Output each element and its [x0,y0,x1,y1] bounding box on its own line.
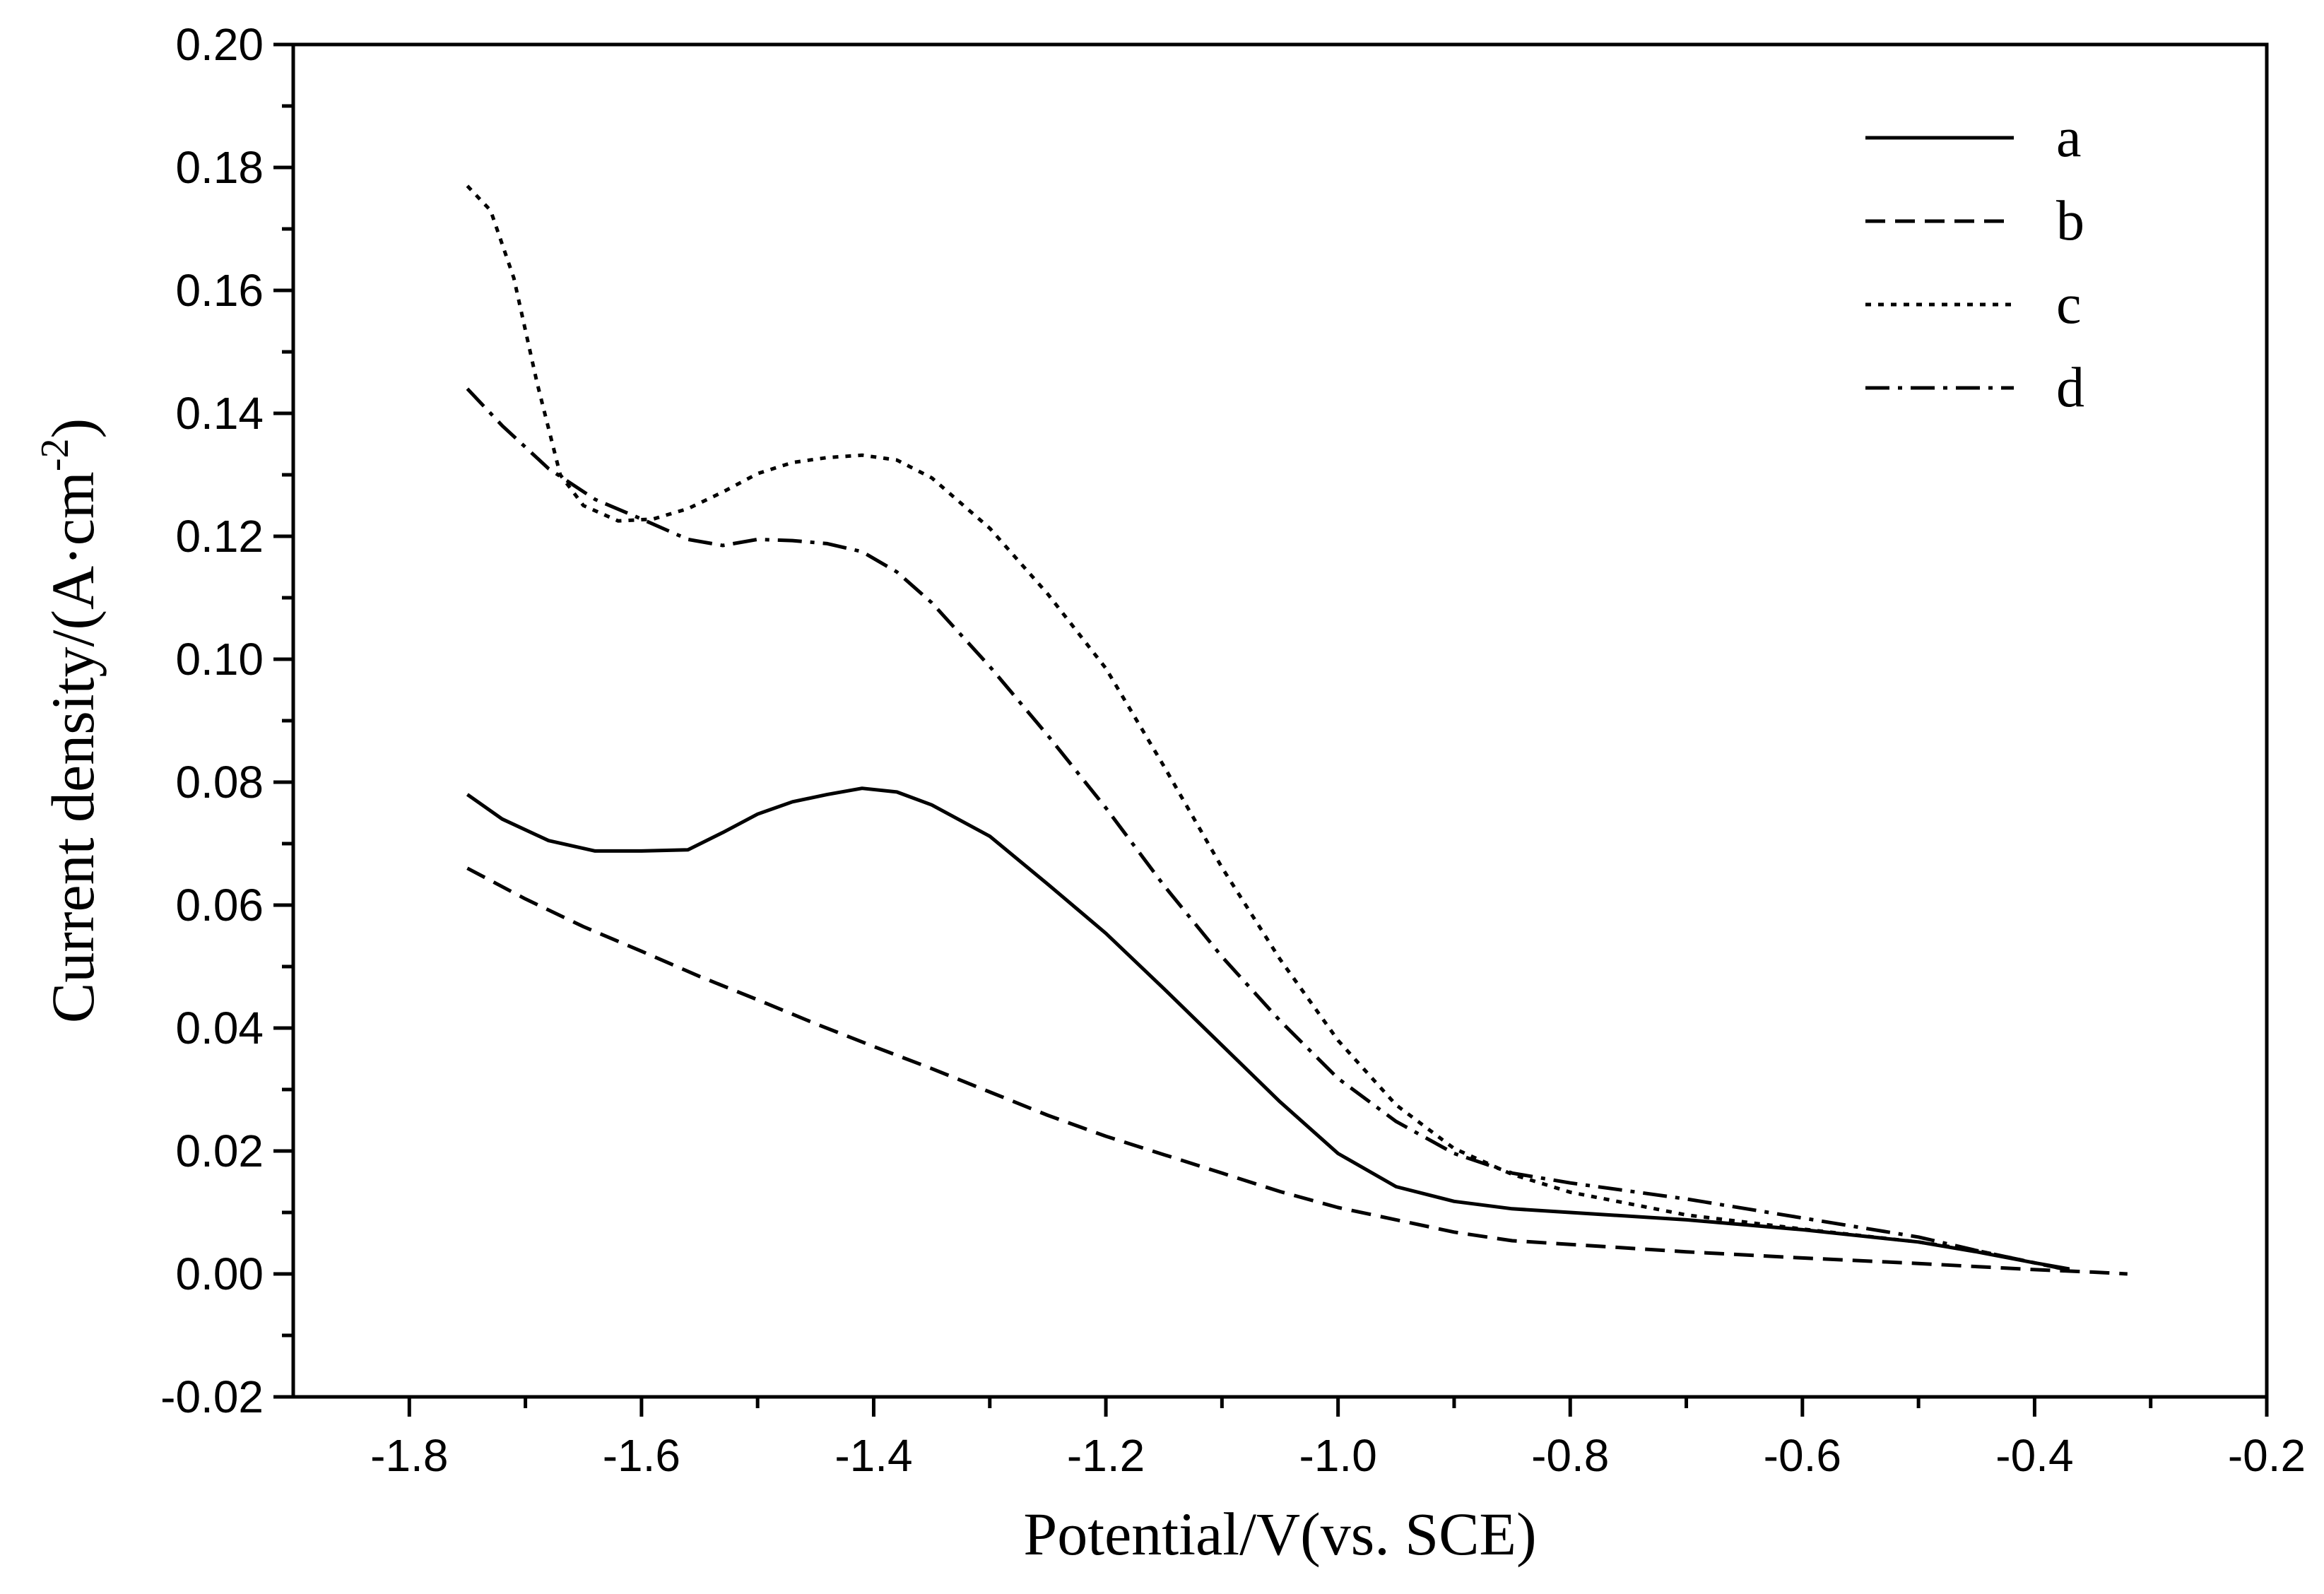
y-tick-label: 0.20 [175,19,264,70]
legend-label-c: c [2056,273,2082,336]
legend-label-a: a [2056,107,2082,169]
x-tick-label: -1.6 [603,1430,680,1481]
y-tick-label: 0.02 [175,1126,264,1176]
series-line-d [466,387,2070,1273]
x-tick-label: -0.4 [1995,1430,2073,1481]
x-axis-title: Potential/V(vs. SCE) [1023,1500,1536,1568]
y-tick-label: 0.10 [175,634,264,685]
y-axis-ticks: -0.02 0.00 0.02 0.04 0.06 0.08 0.10 0.12 0.14 0.1… [160,19,293,1422]
x-tick-label: -1.2 [1067,1430,1145,1481]
y-axis-title-main: Current density/(A·cm [39,471,107,1023]
y-axis-title-close: ) [39,418,107,439]
y-tick-label: 0.12 [175,511,264,562]
y-tick-label: -0.02 [160,1371,264,1422]
y-tick-label: 0.04 [175,1003,264,1053]
x-tick-label: -1.8 [370,1430,448,1481]
series-line-b [466,866,2128,1276]
y-tick-label: 0.14 [175,388,264,439]
x-tick-label: -1.0 [1299,1430,1377,1481]
x-tick-label: -0.8 [1531,1430,1609,1481]
x-tick-label: -0.6 [1764,1430,1841,1481]
plot-frame [291,42,2269,1399]
y-tick-label: 0.16 [175,265,264,316]
legend-label-d: d [2056,357,2084,419]
y-tick-label: 0.18 [175,142,264,193]
x-axis-ticks: -1.8 -1.6 -1.4 -1.2 -1.0 -0.8 -0.6 -0.4 -0.2 [370,1397,2306,1481]
x-tick-label: -0.2 [2228,1430,2306,1481]
series-line-a [466,786,2070,1271]
y-axis-title-superscript: -2 [33,439,77,472]
y-tick-label: 0.06 [175,880,264,931]
y-tick-label: 0.00 [175,1248,264,1299]
series-layer [466,184,2128,1276]
legend-label-b: b [2056,190,2084,252]
y-tick-label: 0.08 [175,757,264,808]
y-axis-title: Current density/(A·cm-2) [33,418,107,1023]
series-line-c [466,184,2070,1273]
x-tick-label: -1.4 [834,1430,912,1481]
